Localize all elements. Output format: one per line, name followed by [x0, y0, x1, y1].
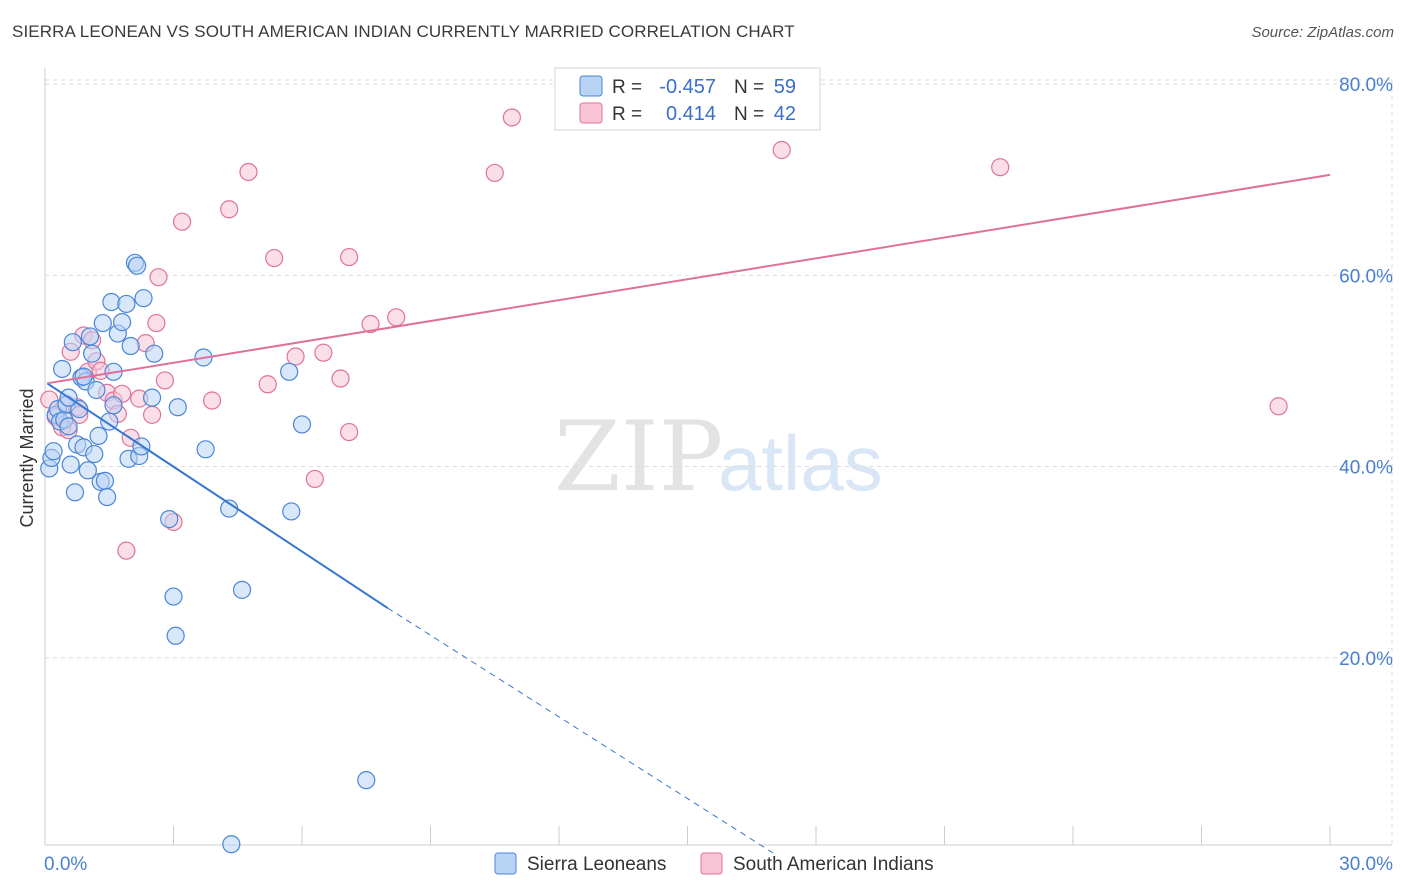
south-american-indian-point — [202, 391, 222, 410]
sierra-leonean-point — [168, 398, 187, 417]
south-american-indian-point — [239, 162, 258, 182]
watermark-atlas: atlas — [718, 419, 883, 507]
y-axis-label: Currently Married — [17, 388, 37, 527]
sierra-leonean-point — [232, 580, 252, 599]
sierra-leonean-point — [196, 440, 215, 459]
sierra-leonean-point — [292, 415, 312, 434]
y-tick-label: 60.0% — [1339, 266, 1393, 287]
south-american-indian-point — [331, 369, 350, 388]
series-legend-swatch-blue — [494, 852, 517, 875]
sierra-leonean-point — [89, 426, 108, 445]
south-american-indian-point — [155, 371, 175, 390]
sierra-leonean-point — [80, 327, 100, 346]
watermark-zip: ZIP — [554, 401, 723, 513]
correlation-legend: R = -0.457 N = 59 R = 0.414 N = 42 — [554, 67, 821, 131]
legend-swatch-blue — [579, 75, 603, 97]
sierra-leonean-point — [164, 587, 183, 606]
legend-r-value: 0.414 — [666, 103, 716, 125]
sierra-leonean-point — [282, 502, 301, 521]
south-american-indian-point — [502, 108, 521, 127]
sierra-leoneans-trendline — [46, 382, 389, 609]
sierra-leonean-point — [112, 313, 132, 332]
south-american-indian-point — [772, 140, 791, 160]
sierra-leonean-point — [78, 461, 97, 480]
chart-title: SIERRA LEONEAN VS SOUTH AMERICAN INDIAN … — [12, 22, 795, 41]
trendlines — [46, 173, 1331, 854]
legend-n-label: N = — [734, 104, 764, 125]
legend-swatch-pink — [579, 102, 603, 124]
sierra-leonean-point — [85, 444, 104, 464]
sierra-leonean-point — [127, 256, 147, 275]
sierra-leoneans-trendline-extension — [387, 607, 774, 854]
sierra-leonean-point — [44, 442, 63, 461]
y-tick-label: 40.0% — [1339, 458, 1393, 479]
south-american-indian-point — [172, 212, 192, 231]
y-tick-label: 20.0% — [1339, 649, 1393, 670]
south-american-indian-point — [991, 158, 1010, 177]
sierra-leonean-point — [83, 344, 102, 363]
south-american-indian-point — [142, 405, 162, 424]
legend-r-label: R = — [612, 104, 642, 125]
x-tick-label: 30.0% — [1339, 854, 1393, 875]
source-label: Source: ZipAtlas.com — [1251, 24, 1394, 41]
y-tick-label: 80.0% — [1339, 75, 1393, 96]
sierra-leonean-point — [280, 362, 299, 381]
sierra-leonean-point — [87, 380, 106, 400]
south-american-indian-point — [361, 314, 380, 334]
south-american-indian-point — [117, 541, 136, 560]
sierra-leonean-point — [142, 388, 162, 407]
south-american-indian-point — [220, 200, 239, 219]
south-american-indians-points — [40, 108, 1288, 560]
south-american-indian-point — [305, 469, 324, 489]
legend-r-label: R = — [612, 77, 642, 98]
south-american-indian-point — [387, 308, 406, 327]
series-legend-label: South American Indians — [733, 854, 934, 875]
x-tick-labels: 0.0% 30.0% — [44, 854, 1393, 875]
sierra-leonean-point — [65, 483, 85, 502]
south-american-indian-point — [265, 248, 284, 268]
south-american-indian-point — [258, 375, 277, 394]
sierra-leonean-point — [166, 626, 185, 645]
south-american-indian-point — [340, 422, 359, 442]
south-american-indian-point — [147, 313, 166, 333]
south-american-indian-point — [286, 347, 305, 366]
sierra-leonean-point — [63, 333, 82, 352]
y-tick-labels: 20.0% 40.0% 60.0% 80.0% — [1339, 75, 1393, 670]
sierra-leonean-point — [121, 336, 140, 356]
south-american-indian-point — [485, 163, 504, 183]
south-american-indian-point — [314, 343, 333, 362]
sierra-leonean-point — [222, 835, 241, 854]
x-tick-label: 0.0% — [44, 854, 87, 875]
south-american-indian-point — [1269, 397, 1288, 416]
sierra-leonean-point — [145, 344, 164, 363]
sierra-leonean-point — [117, 294, 136, 314]
sierra-leonean-point — [95, 471, 115, 490]
sierra-leonean-point — [98, 488, 117, 507]
sierra-leoneans-points — [40, 253, 376, 854]
south-american-indians-trendline — [46, 173, 1331, 385]
sierra-leonean-point — [93, 313, 112, 333]
sierra-leonean-point — [104, 396, 123, 415]
sierra-leonean-point — [357, 771, 376, 790]
legend-r-value: -0.457 — [659, 76, 716, 98]
sierra-leonean-point — [59, 417, 78, 436]
legend-n-label: N = — [734, 77, 764, 98]
sierra-leonean-point — [53, 359, 72, 379]
south-american-indian-point — [149, 268, 168, 287]
sierra-leonean-point — [134, 289, 153, 308]
sierra-leonean-point — [160, 509, 179, 529]
sierra-leonean-point — [61, 455, 80, 474]
series-legend-label: Sierra Leoneans — [527, 854, 666, 875]
south-american-indian-point — [340, 247, 359, 267]
legend-n-value: 42 — [774, 103, 796, 125]
legend-n-value: 59 — [774, 76, 796, 98]
sierra-leonean-point — [102, 292, 121, 312]
series-legend-swatch-pink — [700, 852, 723, 875]
series-legend: Sierra Leoneans South American Indians — [494, 852, 934, 875]
